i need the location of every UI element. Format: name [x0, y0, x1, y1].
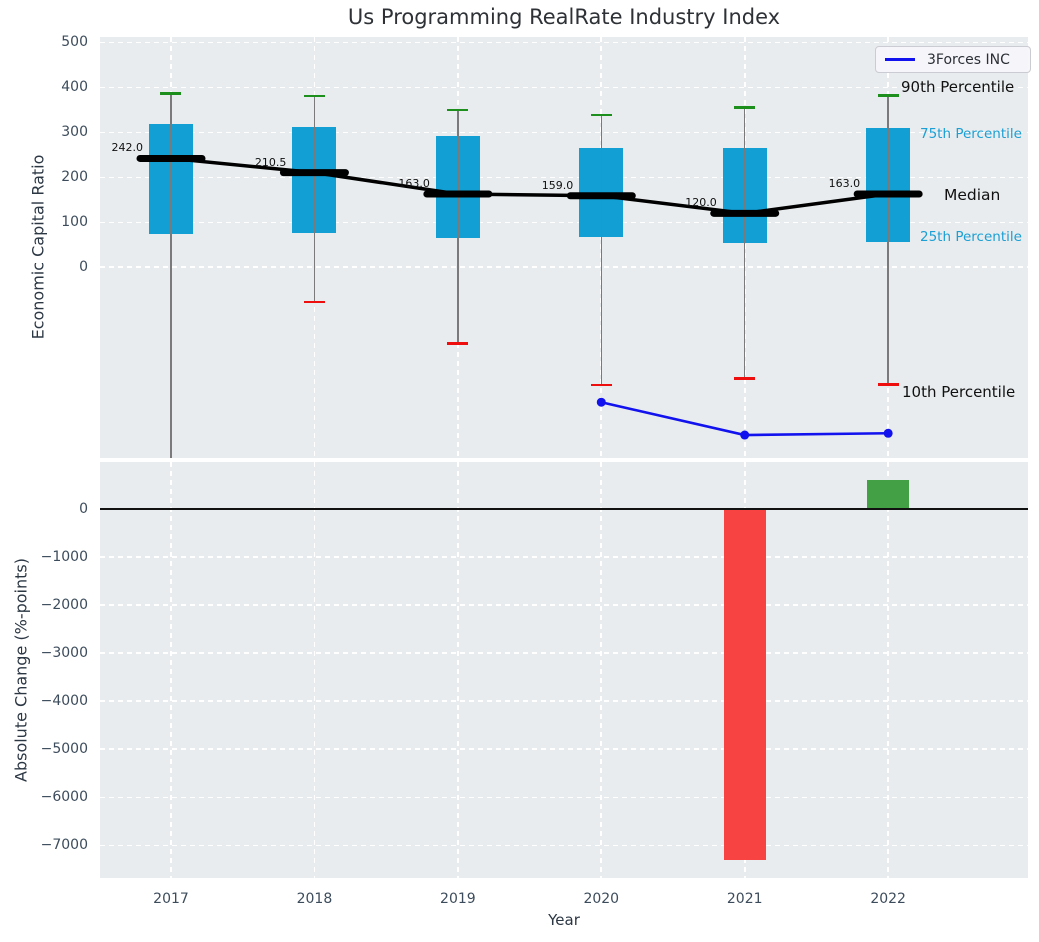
x-tick-label: 2022: [870, 891, 906, 907]
chart-title: Us Programming RealRate Industry Index: [100, 5, 1028, 29]
y-tick-label: 200: [0, 169, 88, 185]
y-tick-label: 500: [0, 34, 88, 50]
y-tick-label: −4000: [0, 693, 88, 709]
y-tick-label: −6000: [0, 789, 88, 805]
y-tick-label: 0: [0, 259, 88, 275]
x-tick-label: 2017: [153, 891, 189, 907]
x-tick-label: 2021: [727, 891, 763, 907]
y-tick-label: −7000: [0, 837, 88, 853]
company-point: [884, 429, 893, 438]
figure: Us Programming RealRate Industry Index E…: [0, 0, 1039, 942]
bar-positive: [867, 480, 909, 509]
gridline-v: [600, 462, 602, 878]
gridline-v: [887, 462, 889, 878]
y-tick-label: 300: [0, 124, 88, 140]
company-point: [597, 398, 606, 407]
x-axis-label: Year: [100, 911, 1028, 929]
gridline-v: [170, 462, 172, 878]
company-line: [601, 402, 888, 435]
company-point: [740, 431, 749, 440]
zero-line: [100, 508, 1028, 510]
legend: 3Forces INC: [875, 46, 1031, 73]
x-tick-label: 2020: [583, 891, 619, 907]
legend-line-sample: [885, 58, 915, 61]
y-tick-label: 400: [0, 79, 88, 95]
y-tick-label: 100: [0, 214, 88, 230]
gridline-v: [457, 462, 459, 878]
y-tick-label: 0: [0, 501, 88, 517]
x-tick-label: 2019: [440, 891, 476, 907]
top-axes-overlay: [100, 37, 1028, 458]
bar-negative: [724, 509, 766, 860]
legend-label: 3Forces INC: [927, 52, 1010, 68]
y-tick-label: −2000: [0, 597, 88, 613]
bottom-axes: [100, 462, 1028, 878]
y-tick-label: −3000: [0, 645, 88, 661]
gridline-v: [314, 462, 316, 878]
y-tick-label: −1000: [0, 549, 88, 565]
top-axes: [100, 37, 1028, 458]
x-tick-label: 2018: [297, 891, 333, 907]
y-tick-label: −5000: [0, 741, 88, 757]
median-trend-line: [171, 158, 888, 213]
